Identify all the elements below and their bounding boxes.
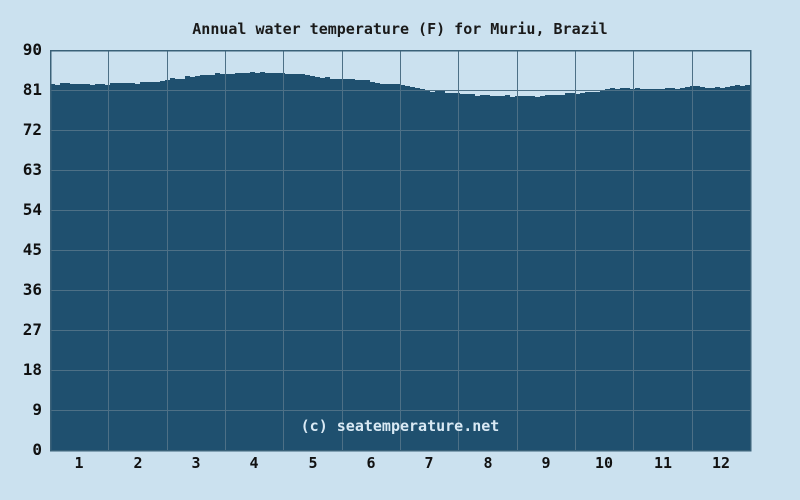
x-tick-label: 7 (424, 454, 434, 472)
chart-title: Annual water temperature (F) for Muriu, … (192, 20, 608, 38)
x-tick-label: 5 (308, 454, 318, 472)
y-tick-label: 9 (32, 400, 42, 419)
y-tick-label: 72 (22, 120, 42, 139)
x-tick-label: 11 (653, 454, 673, 472)
x-tick-label: 12 (711, 454, 731, 472)
y-tick-label: 90 (22, 40, 42, 59)
x-tick-label: 9 (541, 454, 551, 472)
y-tick-label: 45 (22, 240, 42, 259)
plot-border (49, 49, 752, 452)
y-tick-label: 18 (22, 360, 42, 379)
y-tick-label: 81 (22, 80, 42, 99)
y-tick-label: 0 (32, 440, 42, 459)
y-tick-label: 27 (22, 320, 42, 339)
watermark: (c) seatemperature.net (300, 417, 500, 435)
x-tick-label: 10 (594, 454, 614, 472)
y-tick-label: 54 (22, 200, 42, 219)
x-tick-label: 2 (133, 454, 143, 472)
x-tick-label: 1 (74, 454, 84, 472)
x-tick-label: 8 (483, 454, 493, 472)
y-tick-label: 36 (22, 280, 42, 299)
x-tick-label: 6 (366, 454, 376, 472)
x-tick-label: 4 (249, 454, 259, 472)
y-tick-label: 63 (22, 160, 42, 179)
x-tick-label: 3 (191, 454, 201, 472)
